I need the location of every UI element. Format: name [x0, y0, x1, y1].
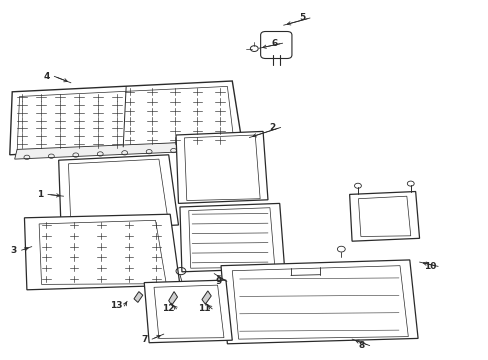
Text: 10: 10 — [423, 262, 436, 271]
Polygon shape — [349, 192, 419, 241]
Polygon shape — [188, 208, 274, 268]
Polygon shape — [176, 131, 267, 203]
Polygon shape — [358, 196, 410, 237]
Text: 7: 7 — [141, 335, 147, 343]
Polygon shape — [232, 266, 407, 339]
Polygon shape — [154, 285, 224, 338]
Text: 12: 12 — [162, 305, 175, 313]
Text: 8: 8 — [358, 341, 364, 350]
Text: 6: 6 — [271, 39, 277, 48]
Polygon shape — [184, 135, 260, 201]
Text: 4: 4 — [43, 72, 50, 81]
Polygon shape — [10, 81, 242, 155]
Polygon shape — [68, 159, 168, 227]
Text: 5: 5 — [299, 13, 305, 22]
Text: 2: 2 — [269, 123, 275, 132]
Polygon shape — [168, 292, 177, 305]
Polygon shape — [39, 220, 166, 284]
Polygon shape — [144, 280, 232, 343]
Text: 9: 9 — [215, 277, 222, 286]
Polygon shape — [59, 155, 178, 230]
Polygon shape — [24, 214, 180, 290]
Polygon shape — [221, 260, 417, 344]
Polygon shape — [202, 291, 211, 304]
Text: 13: 13 — [110, 302, 122, 310]
Text: 1: 1 — [37, 190, 43, 199]
Text: 3: 3 — [11, 246, 17, 255]
Text: 11: 11 — [198, 305, 210, 313]
Polygon shape — [15, 140, 238, 159]
Polygon shape — [17, 86, 233, 152]
Polygon shape — [180, 203, 284, 272]
FancyBboxPatch shape — [260, 31, 291, 58]
Polygon shape — [134, 292, 142, 302]
